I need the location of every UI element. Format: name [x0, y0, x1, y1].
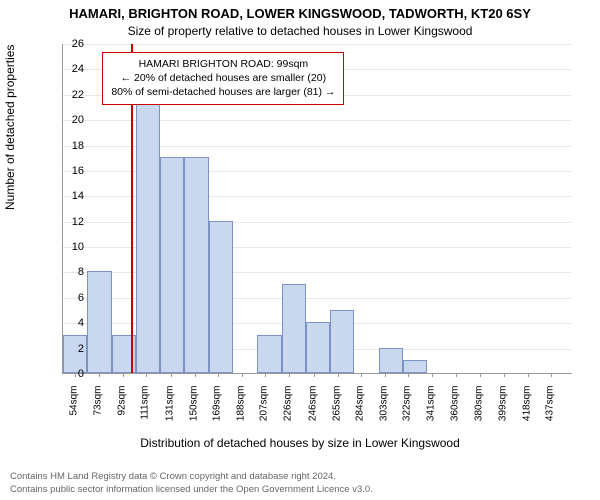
y-tick-label: 14 [54, 190, 84, 202]
x-tick-mark [171, 373, 172, 377]
x-tick-mark [528, 373, 529, 377]
x-tick-label: 54sqm [69, 386, 80, 436]
annotation-line3: 80% of semi-detached houses are larger (… [111, 85, 335, 99]
x-tick-mark [480, 373, 481, 377]
x-tick-mark [265, 373, 266, 377]
y-tick-label: 18 [54, 140, 84, 152]
footer-line1: Contains HM Land Registry data © Crown c… [10, 471, 373, 483]
x-tick-mark [338, 373, 339, 377]
annotation-line1: HAMARI BRIGHTON ROAD: 99sqm [111, 57, 335, 71]
y-tick-label: 24 [54, 63, 84, 75]
annotation-box: HAMARI BRIGHTON ROAD: 99sqm← 20% of deta… [102, 52, 344, 105]
x-tick-mark [456, 373, 457, 377]
histogram-bar [379, 348, 403, 373]
x-tick-label: 322sqm [402, 386, 413, 436]
histogram-bar [330, 310, 354, 373]
x-axis-label: Distribution of detached houses by size … [0, 436, 600, 450]
y-tick-label: 22 [54, 89, 84, 101]
footer-attribution: Contains HM Land Registry data © Crown c… [10, 471, 373, 496]
x-tick-label: 169sqm [212, 386, 223, 436]
y-tick-label: 16 [54, 165, 84, 177]
x-tick-label: 284sqm [355, 386, 366, 436]
x-tick-mark [195, 373, 196, 377]
x-tick-mark [361, 373, 362, 377]
histogram-bar [257, 335, 281, 373]
y-tick-label: 10 [54, 241, 84, 253]
gridline [63, 44, 572, 45]
y-axis-label: Number of detached properties [3, 45, 17, 210]
histogram-bar [306, 322, 330, 373]
histogram-bar [282, 284, 306, 373]
x-tick-mark [146, 373, 147, 377]
x-tick-mark [432, 373, 433, 377]
x-tick-mark [408, 373, 409, 377]
x-tick-label: 437sqm [545, 386, 556, 436]
x-tick-label: 150sqm [188, 386, 199, 436]
y-tick-label: 2 [54, 343, 84, 355]
x-tick-mark [242, 373, 243, 377]
chart-title-address: HAMARI, BRIGHTON ROAD, LOWER KINGSWOOD, … [0, 6, 600, 21]
x-tick-label: 207sqm [259, 386, 270, 436]
x-tick-mark [218, 373, 219, 377]
x-tick-mark [99, 373, 100, 377]
y-tick-label: 8 [54, 266, 84, 278]
histogram-bar [184, 157, 208, 373]
x-tick-label: 303sqm [378, 386, 389, 436]
footer-line2: Contains public sector information licen… [10, 484, 373, 496]
annotation-line2: ← 20% of detached houses are smaller (20… [111, 71, 335, 85]
x-tick-label: 188sqm [235, 386, 246, 436]
x-tick-label: 360sqm [449, 386, 460, 436]
y-tick-label: 26 [54, 38, 84, 50]
x-tick-label: 131sqm [165, 386, 176, 436]
histogram-bar [160, 157, 184, 373]
x-tick-mark [314, 373, 315, 377]
x-tick-label: 265sqm [331, 386, 342, 436]
y-tick-label: 20 [54, 114, 84, 126]
x-tick-mark [504, 373, 505, 377]
histogram-bar [403, 360, 427, 373]
x-tick-label: 341sqm [425, 386, 436, 436]
x-tick-label: 73sqm [93, 386, 104, 436]
x-tick-label: 92sqm [116, 386, 127, 436]
chart-container: HAMARI, BRIGHTON ROAD, LOWER KINGSWOOD, … [0, 0, 600, 500]
y-tick-label: 6 [54, 292, 84, 304]
x-tick-label: 399sqm [497, 386, 508, 436]
x-tick-mark [385, 373, 386, 377]
x-tick-label: 380sqm [474, 386, 485, 436]
x-tick-label: 246sqm [307, 386, 318, 436]
y-tick-label: 0 [54, 368, 84, 380]
histogram-bar [209, 221, 233, 373]
histogram-bar [136, 94, 160, 373]
x-tick-label: 226sqm [283, 386, 294, 436]
y-tick-label: 12 [54, 216, 84, 228]
x-tick-label: 418sqm [521, 386, 532, 436]
histogram-bar [87, 271, 111, 373]
x-tick-label: 111sqm [140, 386, 151, 436]
x-tick-mark [123, 373, 124, 377]
chart-subtitle: Size of property relative to detached ho… [0, 24, 600, 38]
y-tick-label: 4 [54, 317, 84, 329]
x-tick-mark [289, 373, 290, 377]
x-tick-mark [551, 373, 552, 377]
